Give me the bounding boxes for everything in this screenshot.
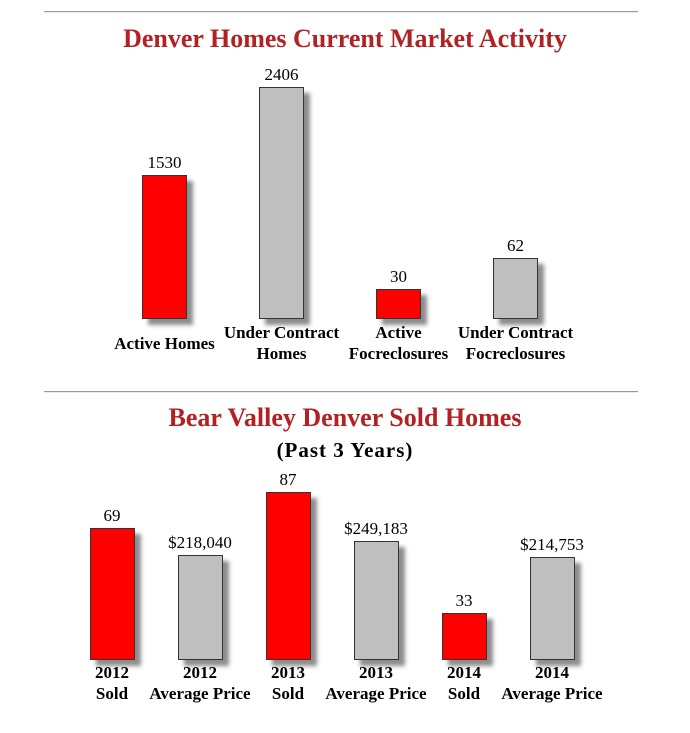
bar — [441, 613, 487, 660]
bar — [493, 258, 538, 319]
category-label: 2012 Sold — [68, 661, 156, 705]
chart2-title: Bear Valley Denver Sold Homes — [168, 403, 522, 432]
category-label: Active Homes — [106, 321, 223, 365]
category-label-line: 2014 — [535, 663, 569, 682]
chart1-plot-area: 1530 2406 30 62 — [0, 64, 574, 319]
category-label-line: Sold — [447, 684, 481, 703]
category-label-line: Active — [375, 323, 422, 342]
category-label-line: 2012 — [183, 663, 217, 682]
bar — [376, 289, 421, 319]
category-label-line: Under Contract — [223, 323, 340, 342]
value-label: 30 — [390, 267, 407, 286]
bar-column: $214,753 — [508, 470, 596, 660]
category-label-line: 2013 — [271, 663, 305, 682]
chart1-category-labels: Active Homes Under Contract Homes Active Foc… — [0, 321, 574, 365]
bar — [89, 528, 135, 660]
bar — [259, 87, 304, 319]
bar — [177, 555, 223, 660]
value-label: $218,040 — [168, 533, 232, 552]
category-label-line: Under Contract — [457, 323, 574, 342]
category-label-line: 2012 — [95, 663, 129, 682]
bar-column: 2406 — [223, 64, 340, 319]
bar-column: $218,040 — [156, 470, 244, 660]
category-label: Under Contract Homes — [223, 321, 340, 365]
category-label-line: Sold — [271, 684, 305, 703]
category-label: 2012 Average Price — [149, 661, 250, 705]
bar-column: 87 — [244, 470, 332, 660]
value-label: 2406 — [264, 65, 299, 84]
category-label-line: Active Homes — [114, 333, 215, 353]
bar-column: 30 — [340, 64, 457, 319]
bar — [353, 541, 399, 660]
bar-column: 62 — [457, 64, 574, 319]
chart2-plot-area: 69 $218,040 87 $249,183 33 $214,753 — [0, 470, 596, 660]
category-label: Active Focreclosures — [340, 321, 457, 365]
category-label-line: Average Price — [325, 684, 427, 703]
category-label: 2013 Average Price — [325, 661, 426, 705]
divider-middle — [44, 391, 638, 393]
chart2-category-labels: 2012 Sold 2012 Average Price 2013 Sold 2013 Ave… — [0, 661, 603, 705]
category-label: Under Contract Focreclosures — [457, 321, 574, 365]
chart1-title: Denver Homes Current Market Activity — [123, 24, 567, 53]
category-label-line: 2014 — [447, 663, 481, 682]
bar — [529, 557, 575, 660]
chart2-subtitle: (Past 3 Years) — [276, 438, 414, 462]
category-label-line: Sold — [95, 684, 129, 703]
category-label-line: Focreclosures — [348, 344, 449, 363]
bar-column: 1530 — [106, 64, 223, 319]
bar-column: 69 — [68, 470, 156, 660]
value-label: 33 — [455, 591, 473, 610]
bar-column: $249,183 — [332, 470, 420, 660]
bar — [142, 175, 187, 319]
divider-top — [44, 11, 638, 13]
value-label: 87 — [279, 470, 297, 489]
value-label: 62 — [507, 236, 524, 255]
category-label: 2014 Sold — [420, 661, 508, 705]
value-label: 69 — [103, 506, 121, 525]
category-label-line: 2013 — [359, 663, 393, 682]
value-label: $249,183 — [344, 519, 408, 538]
bar — [265, 492, 311, 660]
category-label-line: Focreclosures — [465, 344, 566, 363]
value-label: 1530 — [147, 153, 182, 172]
category-label: 2013 Sold — [244, 661, 332, 705]
category-label-line: Homes — [256, 344, 307, 363]
category-label-line: Average Price — [149, 684, 251, 703]
category-label: 2014 Average Price — [501, 661, 602, 705]
value-label: $214,753 — [520, 535, 584, 554]
category-label-line: Average Price — [501, 684, 603, 703]
bar-column: 33 — [420, 470, 508, 660]
